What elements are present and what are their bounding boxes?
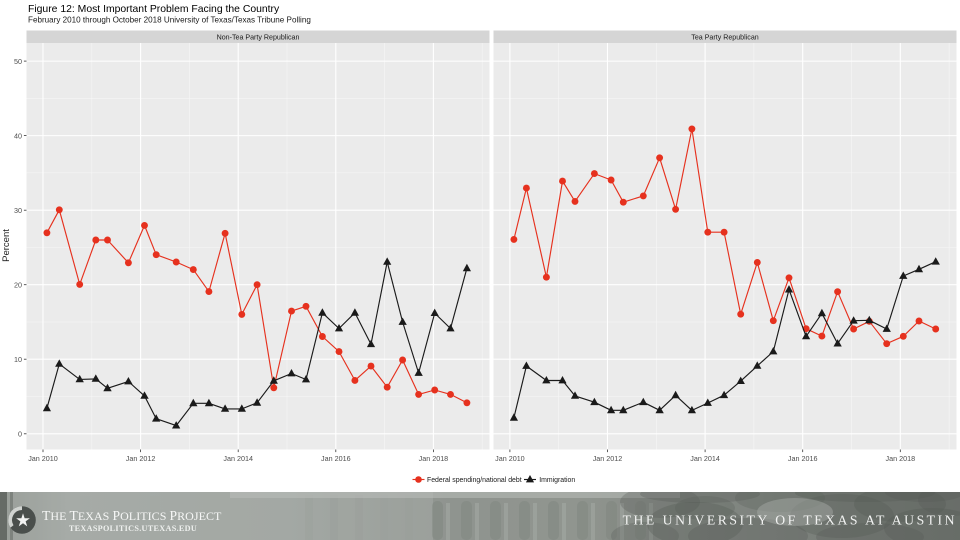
svg-text:Federal spending/national debt: Federal spending/national debt (427, 477, 522, 484)
svg-text:Jan 2014: Jan 2014 (690, 454, 720, 463)
svg-text:Jan 2016: Jan 2016 (321, 454, 351, 463)
svg-text:50: 50 (14, 57, 22, 66)
svg-text:Percent: Percent (1, 229, 12, 262)
svg-text:Jan 2018: Jan 2018 (419, 454, 449, 463)
svg-text:Jan 2010: Jan 2010 (495, 454, 525, 463)
svg-text:10: 10 (14, 355, 22, 364)
svg-text:Immigration: Immigration (539, 477, 575, 484)
svg-text:Jan 2018: Jan 2018 (886, 454, 916, 463)
svg-text:40: 40 (14, 131, 22, 140)
svg-text:20: 20 (14, 281, 22, 290)
svg-text:Tea Party Republican: Tea Party Republican (691, 34, 758, 42)
svg-text:Jan 2016: Jan 2016 (788, 454, 818, 463)
svg-text:February 2010 through October: February 2010 through October 2018 Unive… (28, 15, 311, 24)
svg-text:TEXASPOLITICS.UTEXAS.EDU: TEXASPOLITICS.UTEXAS.EDU (69, 524, 197, 533)
svg-text:Non-Tea Party Republican: Non-Tea Party Republican (217, 34, 300, 42)
svg-text:30: 30 (14, 206, 22, 215)
svg-text:0: 0 (18, 430, 22, 439)
svg-text:THE UNIVERSITY OF TEXAS AT AUS: THE UNIVERSITY OF TEXAS AT AUSTIN (623, 513, 957, 528)
svg-text:THE TEXAS POLITICS PROJECT: THE TEXAS POLITICS PROJECT (42, 508, 222, 523)
svg-text:Jan 2012: Jan 2012 (593, 454, 623, 463)
svg-text:Figure 12: Most Important Prob: Figure 12: Most Important Problem Facing… (28, 4, 280, 15)
svg-text:Jan 2012: Jan 2012 (126, 454, 156, 463)
svg-text:Jan 2014: Jan 2014 (223, 454, 253, 463)
svg-text:Jan 2010: Jan 2010 (28, 454, 58, 463)
